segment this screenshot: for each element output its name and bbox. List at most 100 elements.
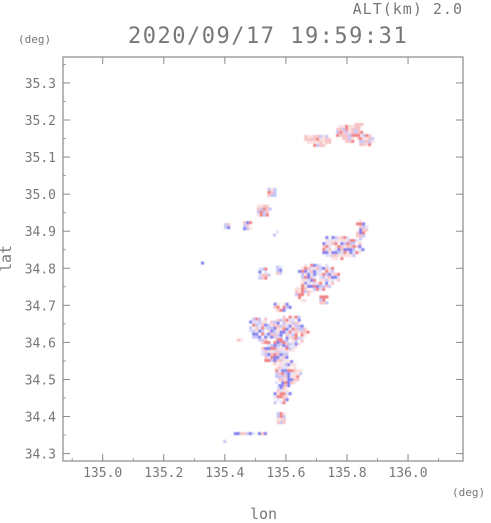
echo-cell — [355, 251, 359, 255]
echo-cell — [288, 318, 292, 322]
echo-cell — [264, 341, 268, 344]
echo-cell — [278, 375, 282, 379]
echo-cell — [328, 140, 332, 144]
echo-cell — [325, 266, 329, 270]
echo-cell — [304, 290, 307, 294]
echo-cell — [304, 272, 308, 276]
echo-cell — [359, 231, 363, 235]
echo-cell — [276, 356, 280, 359]
echo-cell — [293, 378, 297, 382]
echo-cell — [365, 225, 369, 229]
echo-cell — [354, 133, 358, 137]
echo-cell — [267, 347, 271, 350]
echo-cell — [284, 375, 288, 379]
echo-cell — [287, 372, 291, 376]
echo-cell — [282, 321, 286, 325]
echo-cell — [293, 366, 297, 370]
echo-cell — [262, 213, 266, 217]
echo-cell — [276, 359, 280, 362]
echo-cell — [322, 140, 326, 144]
echo-cell — [251, 432, 255, 436]
echo-cell — [310, 275, 314, 279]
echo-cell — [267, 329, 271, 333]
echo-cell — [365, 143, 369, 147]
echo-cell — [261, 326, 265, 330]
echo-cell — [288, 333, 292, 337]
echo-cell — [264, 276, 268, 280]
echo-cell — [278, 366, 282, 370]
echo-cell — [303, 330, 307, 334]
echo-cell — [294, 330, 298, 334]
echo-cell — [325, 236, 329, 240]
echo-cell — [279, 308, 283, 312]
echo-cell — [223, 439, 227, 443]
y-tick-label: 35.1 — [25, 151, 56, 166]
echo-cell — [316, 284, 320, 288]
echo-cell — [354, 126, 358, 129]
echo-cell — [282, 308, 286, 312]
echo-cell — [297, 336, 301, 340]
echo-cell — [267, 353, 271, 356]
echo-cell — [354, 130, 358, 134]
echo-cell — [282, 386, 286, 390]
echo-cell — [301, 269, 305, 273]
echo-cell — [298, 296, 301, 300]
echo-cell — [255, 335, 259, 339]
y-tick-label: 34.5 — [25, 373, 56, 388]
echo-cell — [279, 342, 283, 346]
echo-cell — [365, 228, 369, 232]
echo-cell — [357, 133, 361, 137]
echo-cell — [273, 187, 277, 191]
echo-cell — [261, 332, 265, 336]
echo-cell — [264, 270, 268, 274]
echo-cell — [355, 245, 359, 249]
echo-cell — [328, 278, 332, 282]
echo-cell — [349, 254, 353, 258]
echo-cell — [319, 143, 323, 147]
echo-cell — [273, 233, 276, 237]
echo-cell — [278, 363, 282, 367]
echo-cell — [351, 136, 355, 140]
echo-cell — [243, 221, 247, 225]
echo-cell — [340, 245, 344, 249]
echo-region-positive — [304, 134, 332, 147]
echo-cell — [246, 221, 250, 225]
echo-cell — [284, 369, 288, 373]
echo-cell — [325, 272, 329, 276]
echo-cell — [345, 124, 349, 128]
echo-cell — [351, 130, 355, 134]
echo-cell — [288, 392, 292, 396]
echo-cell — [279, 339, 283, 343]
echo-cell — [285, 356, 289, 359]
echo-cell — [331, 242, 335, 246]
echo-cell — [307, 275, 311, 279]
echo-cell — [325, 278, 329, 282]
echo-cell — [296, 369, 300, 373]
echo-cell — [334, 239, 338, 243]
echo-cell — [361, 248, 365, 252]
echo-cell — [248, 432, 252, 436]
echo-cell — [319, 287, 323, 291]
echo-cell — [273, 392, 277, 396]
echo-cell — [346, 242, 350, 246]
echo-cell — [284, 366, 288, 370]
echo-region-positive — [354, 123, 364, 129]
echo-cell — [291, 336, 295, 340]
echo-cell — [319, 295, 323, 299]
echo-cell — [273, 350, 277, 353]
echo-cell — [264, 326, 268, 330]
echo-cell — [296, 375, 300, 379]
echo-cell — [343, 245, 347, 249]
echo-cell — [307, 278, 311, 282]
echo-cell — [357, 130, 361, 134]
echo-cell — [258, 338, 262, 342]
echo-cell — [264, 267, 268, 271]
echo-cell — [285, 389, 289, 393]
echo-cell — [252, 323, 256, 327]
echo-cell — [282, 412, 286, 416]
echo-cell — [328, 275, 332, 279]
echo-cell — [355, 239, 359, 243]
echo-cell — [296, 378, 300, 382]
echo-cell — [349, 239, 353, 243]
echo-cell — [313, 287, 317, 291]
